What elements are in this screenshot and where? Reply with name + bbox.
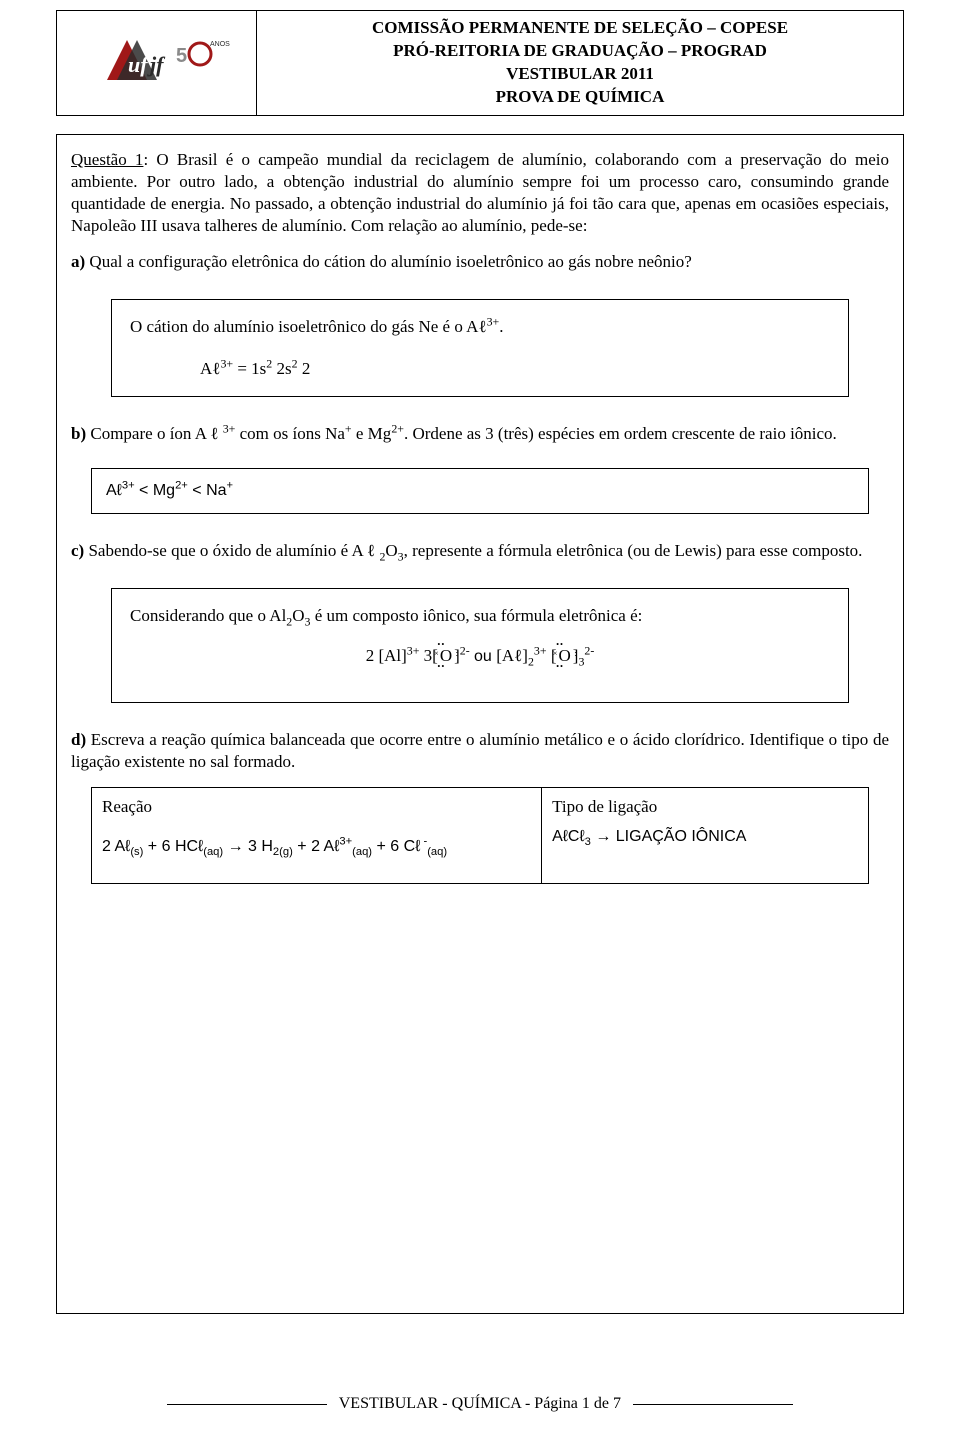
answer-a-formula: Aℓ3+ = 1s2 2s2 2 — [200, 358, 830, 380]
item-a-label: a) — [71, 252, 85, 271]
ufjf-logo-icon: uf jf 5 ANOS — [82, 30, 232, 90]
item-b-label: b) — [71, 424, 86, 443]
answer-a-line1: O cátion do alumínio isoeletrônico do gá… — [130, 316, 830, 338]
question-body: Questão 1: O Brasil é o campeão mundial … — [56, 134, 904, 1314]
item-d: d) Escreva a reação química balanceada q… — [71, 729, 889, 773]
question-intro: Questão 1: O Brasil é o campeão mundial … — [71, 149, 889, 237]
bond-type-column: Tipo de ligação AℓCℓ3 → LIGAÇÃO IÔNICA — [542, 788, 868, 883]
lewis-oxygen-icon: ×O: — [557, 645, 573, 667]
svg-text:uf: uf — [128, 52, 150, 77]
item-b: b) Compare o íon A ℓ 3+ com os íons Na+ … — [71, 423, 889, 445]
footer-rule-right — [633, 1404, 793, 1405]
item-a: a) Qual a configuração eletrônica do cát… — [71, 251, 889, 273]
svg-text:ANOS: ANOS — [210, 41, 230, 48]
svg-text:jf: jf — [147, 52, 166, 77]
header-line-3: VESTIBULAR 2011 — [265, 63, 895, 86]
svg-text:5: 5 — [176, 45, 187, 67]
page: uf jf 5 ANOS COMISSÃO PERMANENTE DE SELE… — [0, 0, 960, 1433]
item-a-text: Qual a configuração eletrônica do cátion… — [85, 252, 692, 271]
answer-box-a: O cátion do alumínio isoeletrônico do gá… — [111, 299, 849, 397]
header-line-1: COMISSÃO PERMANENTE DE SELEÇÃO – COPESE — [265, 17, 895, 40]
question-number: Questão 1 — [71, 150, 143, 169]
answer-c-formula: 2 [Al]3+ 3[×O:]2- ou [Aℓ]23+ [×O:]32- — [130, 645, 830, 668]
item-d-label: d) — [71, 730, 86, 749]
answer-box-b: Aℓ3+ < Mg2+ < Na+ — [91, 468, 869, 515]
question-intro-text: : O Brasil é o campeão mundial da recicl… — [71, 150, 889, 235]
header-line-2: PRÓ-REITORIA DE GRADUAÇÃO – PROGRAD — [265, 40, 895, 63]
answer-box-d: Reação 2 Aℓ(s) + 6 HCℓ(aq) → 3 H2(g) + 2… — [91, 787, 869, 884]
header-line-4: PROVA DE QUÍMICA — [265, 86, 895, 109]
reaction-header: Reação — [102, 796, 531, 818]
item-c: c) Sabendo-se que o óxido de alumínio é … — [71, 540, 889, 562]
answer-box-c: Considerando que o Al2O3 é um composto i… — [111, 588, 849, 703]
header-table: uf jf 5 ANOS COMISSÃO PERMANENTE DE SELE… — [56, 10, 904, 116]
footer-rule-left — [167, 1404, 327, 1405]
bond-type-header: Tipo de ligação — [552, 796, 858, 818]
page-footer: VESTIBULAR - QUÍMICA - Página 1 de 7 — [56, 1394, 904, 1415]
item-c-label: c) — [71, 541, 84, 560]
answer-b-line: Aℓ3+ < Mg2+ < Na+ — [106, 481, 854, 502]
footer-text: VESTIBULAR - QUÍMICA - Página 1 de 7 — [339, 1395, 621, 1412]
reaction-column: Reação 2 Aℓ(s) + 6 HCℓ(aq) → 3 H2(g) + 2… — [92, 788, 542, 883]
header-text-cell: COMISSÃO PERMANENTE DE SELEÇÃO – COPESE … — [257, 11, 904, 116]
bond-type-value: AℓCℓ3 → LIGAÇÃO IÔNICA — [552, 827, 858, 848]
reaction-equation: 2 Aℓ(s) + 6 HCℓ(aq) → 3 H2(g) + 2 Aℓ3+(a… — [102, 837, 531, 858]
answer-c-line1: Considerando que o Al2O3 é um composto i… — [130, 605, 830, 627]
logo-cell: uf jf 5 ANOS — [57, 11, 257, 116]
lewis-oxygen-icon: ×O: — [438, 645, 454, 667]
